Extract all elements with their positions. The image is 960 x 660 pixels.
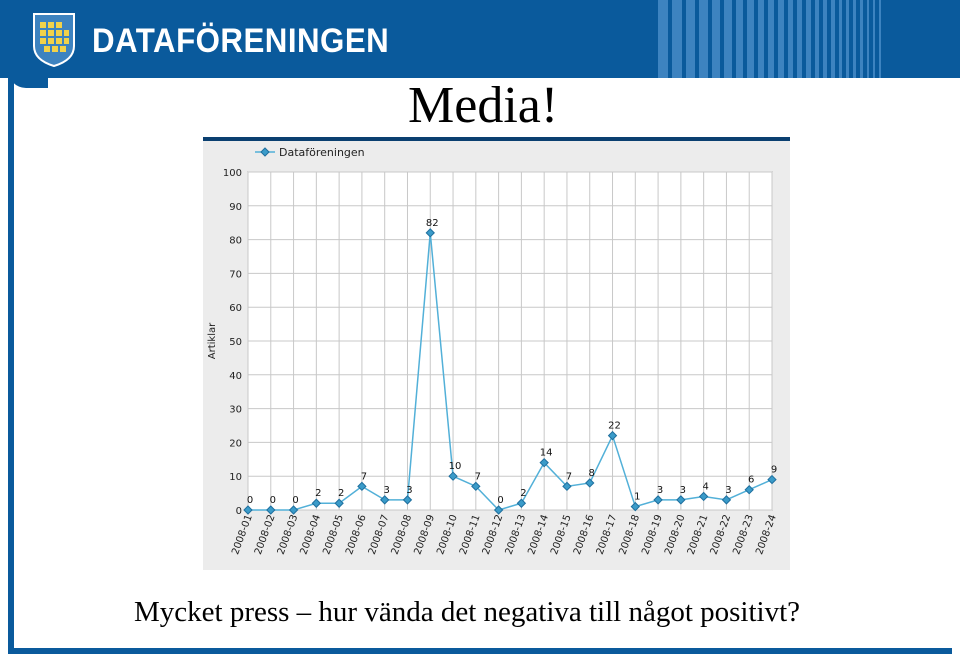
data-point xyxy=(562,481,572,492)
chart-svg: 01020304050607080901002008-012008-022008… xyxy=(207,137,779,556)
y-tick-label: 80 xyxy=(229,236,242,247)
data-point xyxy=(539,457,549,468)
x-tick-label: 2008-06 xyxy=(344,513,369,556)
data-point xyxy=(585,478,595,488)
x-tick-label: 2008-07 xyxy=(367,513,392,556)
line-chart: 0 10 20 30 40 50 60 70 80 90 100 2008-01 2008-02 2008… xyxy=(203,137,790,570)
data-label: 2 xyxy=(338,488,344,499)
x-tick-label: 2008-15 xyxy=(549,513,574,556)
data-point xyxy=(698,491,709,502)
y-tick-label: 40 xyxy=(229,371,242,382)
data-point xyxy=(630,501,641,512)
data-label: 9 xyxy=(771,465,777,476)
data-point xyxy=(744,485,754,495)
data-label: 1 xyxy=(634,492,640,503)
slide-frame-bottom xyxy=(8,648,952,654)
x-tick-label: 2008-02 xyxy=(253,513,278,556)
x-tick-label: 2008-10 xyxy=(435,513,460,556)
data-label: 14 xyxy=(540,448,553,459)
data-point xyxy=(767,474,777,485)
y-tick-label: 90 xyxy=(229,202,242,213)
x-tick-label: 2008-11 xyxy=(458,513,483,556)
y-tick-label: 100 xyxy=(223,168,242,179)
y-tick-label: 50 xyxy=(229,337,242,348)
x-tick-label: 2008-14 xyxy=(526,513,551,556)
data-point xyxy=(402,495,413,505)
legend-marker xyxy=(260,147,270,157)
x-tick-label: 2008-18 xyxy=(617,513,642,556)
brand-name: DATAFÖRENINGEN xyxy=(92,22,390,60)
data-label: 7 xyxy=(566,471,572,482)
data-point xyxy=(471,481,481,492)
data-point xyxy=(607,430,618,441)
data-label: 82 xyxy=(426,218,439,229)
x-tick-label: 2008-01 xyxy=(230,513,255,556)
datamatrix-shield-icon xyxy=(33,13,75,68)
data-label: 3 xyxy=(384,485,390,496)
data-label: 7 xyxy=(475,471,481,482)
data-point xyxy=(243,505,253,515)
x-tick-label: 2008-05 xyxy=(321,513,346,556)
data-label: 2 xyxy=(315,488,321,499)
data-label: 2 xyxy=(520,488,526,499)
slide-frame-left xyxy=(8,78,14,652)
data-label: 10 xyxy=(449,461,462,472)
data-point xyxy=(493,505,504,515)
x-tick-label: 2008-08 xyxy=(390,513,415,556)
data-point xyxy=(516,498,527,508)
data-point xyxy=(379,495,390,505)
data-label: 3 xyxy=(680,485,686,496)
x-tick-label: 2008-22 xyxy=(709,513,734,556)
data-label: 8 xyxy=(589,468,595,479)
x-tick-label: 2008-03 xyxy=(276,513,301,556)
data-point xyxy=(448,471,458,481)
data-point xyxy=(288,505,299,515)
data-point xyxy=(676,495,686,505)
data-label: 7 xyxy=(361,471,367,482)
slide-title: Media! xyxy=(408,77,559,134)
data-point xyxy=(425,228,435,238)
y-tick-label: 0 xyxy=(236,506,242,517)
data-point xyxy=(334,498,344,508)
header-bar: DATAFÖRENINGEN xyxy=(0,0,960,78)
data-point xyxy=(653,495,663,505)
data-point xyxy=(311,498,322,508)
legend-label: Dataföreningen xyxy=(279,146,365,159)
data-label: 3 xyxy=(725,485,731,496)
data-label: 4 xyxy=(702,481,708,492)
x-tick-label: 2008-19 xyxy=(640,513,665,556)
x-tick-label: 2008-21 xyxy=(686,513,711,556)
y-tick-label: 70 xyxy=(229,269,242,280)
x-tick-label: 2008-04 xyxy=(299,513,324,556)
data-point xyxy=(266,505,276,515)
data-label: 3 xyxy=(657,485,663,496)
x-tick-label: 2008-23 xyxy=(731,513,756,556)
x-tick-label: 2008-20 xyxy=(663,513,688,556)
data-label: 0 xyxy=(270,495,276,506)
x-tick-label: 2008-13 xyxy=(504,513,529,556)
y-tick-label: 30 xyxy=(229,405,242,416)
data-label: 0 xyxy=(247,495,253,506)
data-point xyxy=(721,495,732,505)
slide-caption: Mycket press – hur vända det negativa ti… xyxy=(134,596,801,628)
x-tick-label: 2008-16 xyxy=(572,513,597,556)
y-tick-label: 20 xyxy=(229,438,242,449)
y-axis-label: Artiklar xyxy=(207,322,218,359)
x-tick-label: 2008-09 xyxy=(412,513,437,556)
slide-frame-corner xyxy=(8,70,48,88)
y-tick-label: 10 xyxy=(229,472,242,483)
x-tick-label: 2008-12 xyxy=(481,513,506,556)
data-label: 22 xyxy=(608,421,621,432)
x-tick-label: 2008-17 xyxy=(595,513,620,556)
y-tick-label: 60 xyxy=(229,303,242,314)
data-label: 3 xyxy=(406,485,412,496)
data-label: 0 xyxy=(292,495,298,506)
header-stripes xyxy=(640,0,960,78)
data-point xyxy=(357,481,367,492)
data-label: 0 xyxy=(497,495,503,506)
chart-top-border xyxy=(203,137,790,141)
x-tick-label: 2008-24 xyxy=(754,513,779,556)
data-label: 6 xyxy=(748,475,754,486)
